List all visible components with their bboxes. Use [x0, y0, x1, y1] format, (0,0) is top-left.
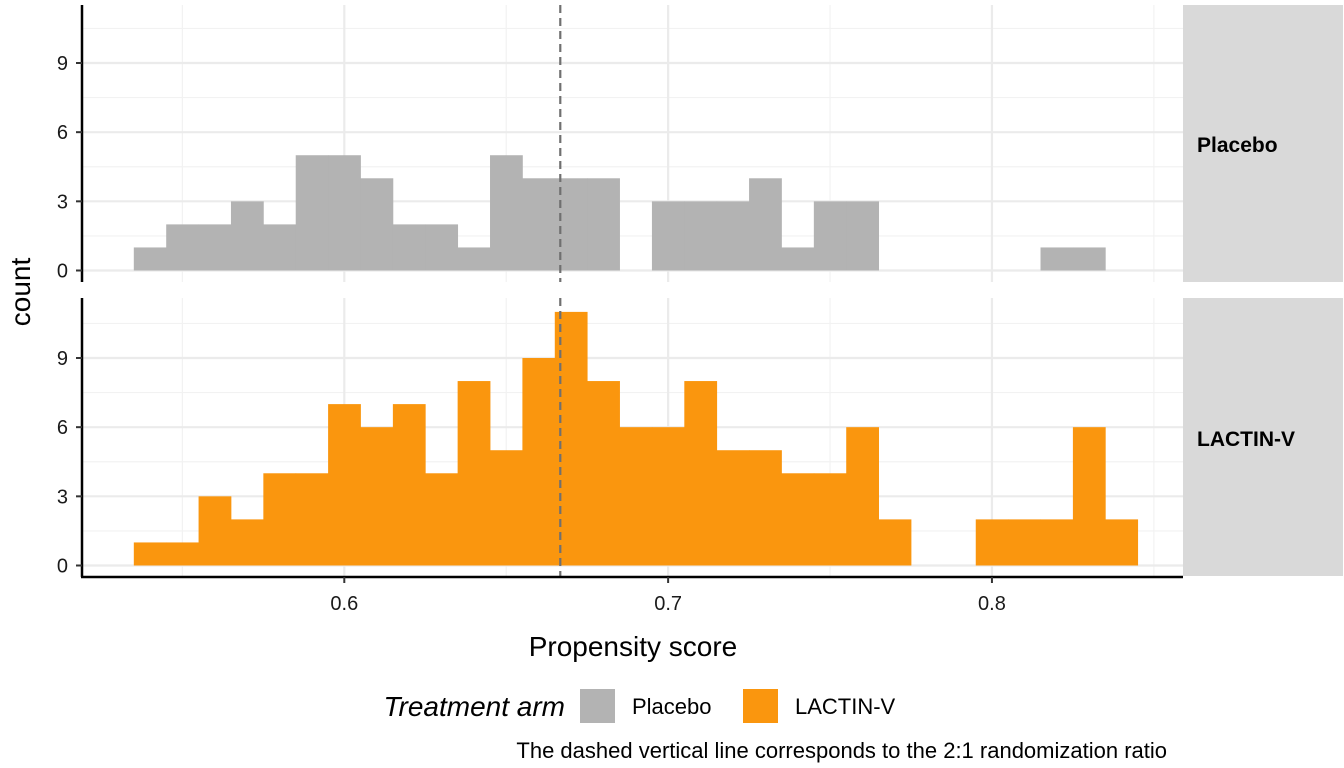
histogram-bar [846, 427, 880, 566]
histogram-bar [133, 542, 167, 566]
legend-label-lactin-v: LACTIN-V [795, 694, 896, 719]
histogram-bar [263, 473, 297, 566]
panel-placebo [82, 5, 1183, 282]
x-tick-label: 0.6 [330, 593, 358, 615]
histogram-bars [133, 311, 1139, 566]
histogram-bars [133, 155, 1106, 271]
x-tick-label: 0.7 [654, 593, 682, 615]
histogram-bar [166, 542, 199, 566]
histogram-bar [813, 201, 847, 271]
histogram-bar [522, 358, 556, 566]
y-tick-label: 6 [57, 417, 68, 439]
strip-background [1183, 298, 1343, 576]
histogram-bar [522, 178, 556, 271]
legend-key-lactin-v [743, 689, 778, 723]
histogram-bar [684, 201, 718, 271]
y-tick-label: 0 [57, 556, 68, 578]
y-tick-label: 6 [57, 122, 68, 144]
histogram-bar [457, 247, 491, 271]
x-tick-label: 0.8 [978, 593, 1006, 615]
histogram-bar [587, 381, 620, 566]
y-axis-ticks-top: 0 3 6 9 [57, 53, 82, 283]
y-axis-title: count [5, 258, 36, 327]
histogram-bar [813, 473, 847, 566]
histogram-bar [1072, 427, 1106, 566]
histogram-bar [425, 473, 459, 566]
caption: The dashed vertical line corresponds to … [516, 738, 1167, 763]
histogram-bar [263, 224, 297, 271]
histogram-bar [392, 404, 426, 566]
histogram-bar [457, 381, 491, 566]
histogram-bar [490, 450, 523, 566]
histogram-bar [1008, 519, 1041, 566]
histogram-bar [846, 201, 880, 271]
legend-label-placebo: Placebo [632, 694, 712, 719]
histogram-bar [749, 450, 782, 566]
histogram-bar [198, 496, 232, 566]
histogram-bar [1040, 519, 1074, 566]
histogram-bar [878, 519, 912, 566]
histogram-bar [1105, 519, 1139, 566]
histogram-bar [651, 201, 685, 271]
histogram-bar [392, 224, 426, 271]
strip-label-lactin-v: LACTIN-V [1197, 428, 1295, 451]
histogram-bar [360, 427, 394, 566]
histogram-bar [295, 155, 329, 271]
histogram-bar [716, 450, 750, 566]
histogram-bar [295, 473, 329, 566]
panel-lactin-v [82, 298, 1183, 577]
histogram-bar [328, 404, 361, 566]
strip-lactin-v: LACTIN-V [1183, 298, 1343, 576]
strip-background [1183, 5, 1343, 282]
histogram-bar [587, 178, 620, 271]
histogram-bar [619, 427, 653, 566]
histogram-bar [490, 155, 523, 271]
histogram-bar [133, 247, 167, 271]
y-tick-label: 0 [57, 261, 68, 283]
histogram-bar [230, 519, 264, 566]
legend-key-placebo [580, 689, 615, 723]
histogram-bar [328, 155, 361, 271]
histogram-bar [166, 224, 199, 271]
strip-label-placebo: Placebo [1197, 134, 1278, 157]
histogram-bar [749, 178, 782, 271]
histogram-bar [781, 473, 815, 566]
y-tick-label: 3 [57, 486, 68, 508]
x-axis-ticks: 0.6 0.7 0.8 [330, 577, 1006, 615]
legend: Treatment arm Placebo LACTIN-V [383, 689, 896, 723]
histogram-bar [651, 427, 685, 566]
histogram-bar [554, 311, 588, 566]
y-tick-label: 9 [57, 53, 68, 75]
histogram-bar [716, 201, 750, 271]
histogram-bar [1040, 247, 1074, 271]
legend-title: Treatment arm [383, 691, 565, 722]
histogram-bar [230, 201, 264, 271]
histogram-bar [781, 247, 815, 271]
histogram-bar [198, 224, 232, 271]
histogram-bar [684, 381, 718, 566]
y-tick-label: 3 [57, 191, 68, 213]
strip-placebo: Placebo [1183, 5, 1343, 282]
y-tick-label: 9 [57, 348, 68, 370]
x-axis-title: Propensity score [529, 631, 738, 662]
histogram-bar [425, 224, 459, 271]
y-axis-ticks-bottom: 0 3 6 9 [57, 348, 82, 578]
histogram-bar [360, 178, 394, 271]
histogram-bar [975, 519, 1009, 566]
histogram-bar [1072, 247, 1106, 271]
